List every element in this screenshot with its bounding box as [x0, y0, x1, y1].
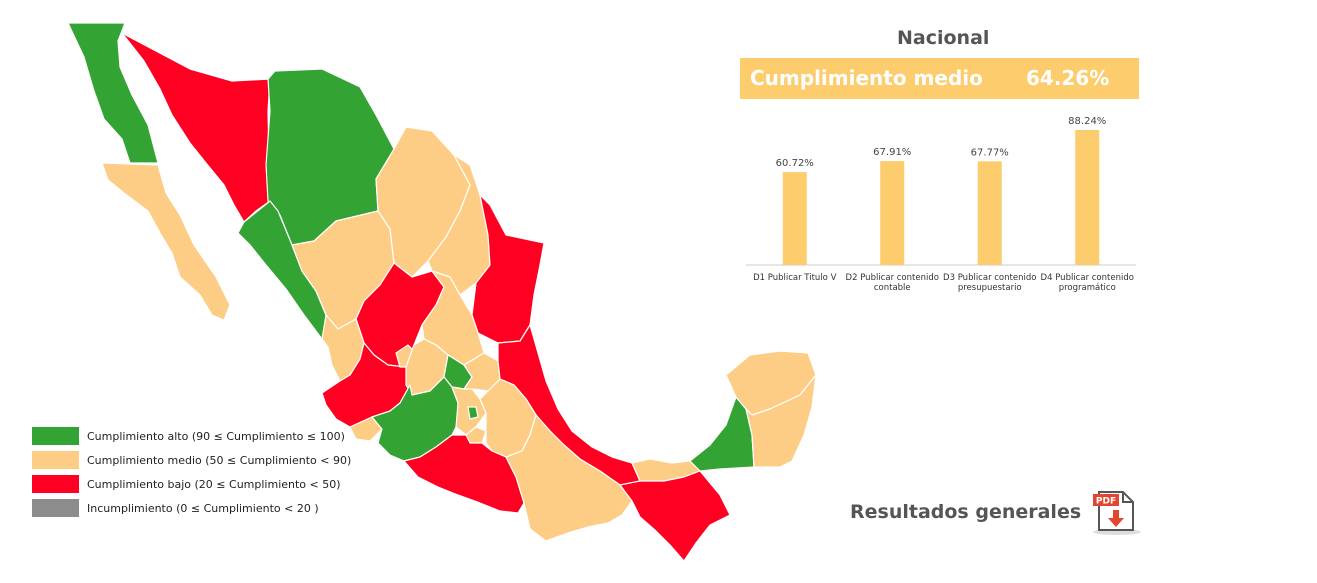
x-tick-label: contable: [874, 283, 911, 293]
bar-value-label: 60.72%: [776, 158, 814, 169]
legend-label: Cumplimiento alto (90 ≤ Cumplimiento ≤ 1…: [87, 429, 345, 443]
bar-value-label: 67.77%: [971, 147, 1009, 158]
chart-bar: [1075, 129, 1100, 265]
chart-bar: [977, 161, 1002, 265]
state-quintana-roo[interactable]: [745, 374, 817, 468]
legend-label: Cumplimiento medio (50 ≤ Cumplimiento < …: [87, 453, 352, 467]
legend-swatch: [32, 451, 79, 469]
x-tick-label: D4 Publicar contenido: [1041, 273, 1134, 283]
legend-swatch: [32, 499, 79, 517]
x-tick-label: programático: [1059, 283, 1116, 293]
state-baja-california[interactable]: [67, 22, 159, 164]
summary-value: 64.26%: [1026, 66, 1110, 90]
results-generales-link[interactable]: Resultados generales PDF: [850, 488, 1143, 536]
state-baja-california-sur[interactable]: [101, 162, 231, 321]
summary-bar: Cumplimiento medio 64.26%: [740, 58, 1139, 99]
legend-item-bajo: Cumplimiento bajo (20 ≤ Cumplimiento < 5…: [32, 472, 351, 496]
legend-item-incumplimiento: Incumplimiento (0 ≤ Cumplimiento < 20 ): [32, 496, 351, 520]
pdf-download-icon[interactable]: PDF: [1091, 488, 1143, 536]
x-tick-label: presupuestario: [958, 283, 1022, 293]
chart-bar: [880, 161, 905, 265]
legend-label: Incumplimiento (0 ≤ Cumplimiento < 20 ): [87, 501, 319, 515]
pdf-icon-text: PDF: [1096, 497, 1116, 507]
bar-value-label: 67.91%: [873, 147, 911, 158]
national-title: Nacional: [897, 27, 990, 49]
legend-swatch: [32, 427, 79, 445]
x-tick-label: D2 Publicar contenido: [846, 273, 939, 283]
bar-value-label: 88.24%: [1068, 116, 1106, 127]
legend-label: Cumplimiento bajo (20 ≤ Cumplimiento < 5…: [87, 477, 341, 491]
state-sonora[interactable]: [121, 32, 271, 223]
national-bar-chart: 60.72% D1 Publicar Titulo V 67.91% D2 Publi…: [746, 116, 1136, 293]
mexico-map: [67, 22, 817, 562]
x-tick-label: D3 Publicar contenido: [943, 273, 1036, 283]
legend-swatch: [32, 475, 79, 493]
state-cdmx[interactable]: [467, 406, 479, 420]
results-label[interactable]: Resultados generales: [850, 501, 1082, 523]
state-colima[interactable]: [349, 416, 383, 442]
state-chiapas[interactable]: [619, 470, 731, 562]
x-tick-label: D1 Publicar Titulo V: [753, 273, 836, 283]
summary-label: Cumplimiento medio: [750, 66, 983, 90]
chart-bar: [782, 172, 807, 265]
state-campeche[interactable]: [689, 396, 755, 472]
legend: Cumplimiento alto (90 ≤ Cumplimiento ≤ 1…: [32, 424, 351, 520]
legend-item-medio: Cumplimiento medio (50 ≤ Cumplimiento < …: [32, 448, 351, 472]
legend-item-alto: Cumplimiento alto (90 ≤ Cumplimiento ≤ 1…: [32, 424, 351, 448]
